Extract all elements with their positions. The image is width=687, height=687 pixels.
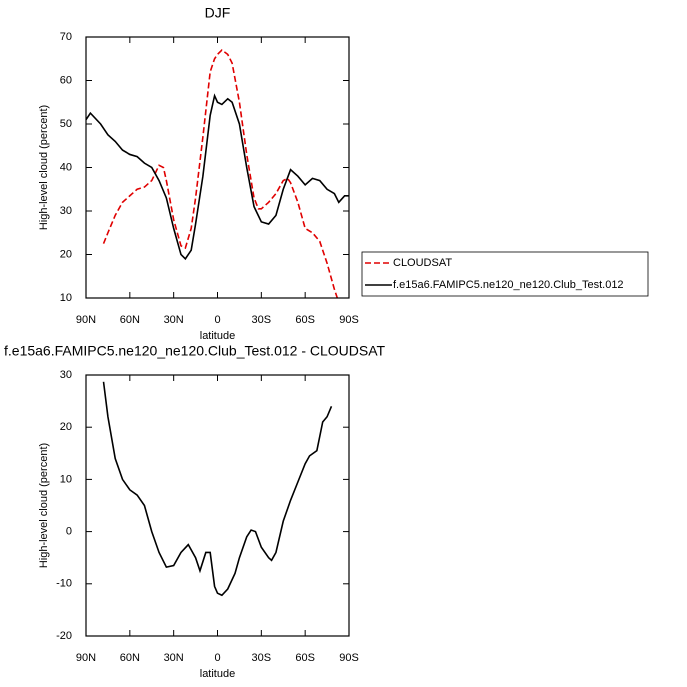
y-tick-label: 20 [60,421,72,433]
y-tick-label: 40 [60,161,72,173]
x-axis-label: latitude [200,668,235,680]
x-tick-label: 90N [76,652,96,664]
x-tick-label: 90S [339,652,359,664]
y-tick-label: 30 [60,369,72,381]
x-tick-label: 30S [252,652,272,664]
y-tick-label: 50 [60,118,72,130]
y-tick-label: -20 [56,630,72,642]
x-tick-label: 60S [295,652,315,664]
x-tick-label: 30N [164,652,184,664]
y-tick-label: 10 [60,473,72,485]
y-tick-label: 0 [66,526,72,538]
data-line [85,93,349,261]
x-tick-label: 0 [214,314,220,326]
x-tick-label: 90N [76,314,96,326]
x-tick-label: 30S [252,314,272,326]
plot-frame [85,36,350,299]
x-tick-label: 90S [339,314,359,326]
y-tick-label: 10 [60,292,72,304]
legend-box [361,251,649,297]
chart-title: DJF [205,5,231,21]
plot-frame [85,374,350,637]
x-tick-label: 60S [295,314,315,326]
x-tick-label: 30N [164,314,184,326]
y-tick-label: 20 [60,248,72,260]
chart-title: f.e15a6.FAMIPC5.ne120_ne120.Club_Test.01… [4,343,386,359]
y-tick-label: 30 [60,205,72,217]
y-axis-label: High-level cloud (percent) [38,105,50,230]
x-tick-label: 0 [214,652,220,664]
y-tick-label: 60 [60,74,72,86]
y-axis-label: High-level cloud (percent) [38,443,50,568]
y-tick-label: -10 [56,578,72,590]
legend-label: f.e15a6.FAMIPC5.ne120_ne120.Club_Test.01… [393,279,624,291]
y-tick-label: 70 [60,31,72,43]
legend-label: CLOUDSAT [393,257,452,269]
data-line [102,381,333,597]
x-axis-label: latitude [200,330,235,342]
x-tick-label: 60N [120,652,140,664]
data-line [102,48,339,299]
x-tick-label: 60N [120,314,140,326]
